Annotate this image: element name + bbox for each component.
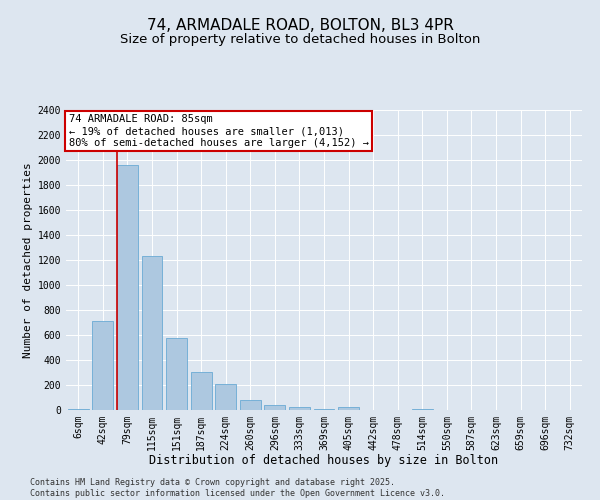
Bar — [68, 409, 89, 410]
Bar — [215, 384, 236, 410]
Text: Contains HM Land Registry data © Crown copyright and database right 2025.
Contai: Contains HM Land Registry data © Crown c… — [30, 478, 445, 498]
Text: 74, ARMADALE ROAD, BOLTON, BL3 4PR: 74, ARMADALE ROAD, BOLTON, BL3 4PR — [146, 18, 454, 32]
Text: 74 ARMADALE ROAD: 85sqm
← 19% of detached houses are smaller (1,013)
80% of semi: 74 ARMADALE ROAD: 85sqm ← 19% of detache… — [68, 114, 368, 148]
Bar — [338, 407, 359, 410]
Bar — [166, 338, 187, 410]
Bar — [412, 409, 433, 410]
Bar — [142, 256, 163, 410]
Bar — [240, 400, 261, 410]
Text: Size of property relative to detached houses in Bolton: Size of property relative to detached ho… — [120, 32, 480, 46]
Bar — [92, 322, 113, 410]
Bar — [289, 406, 310, 410]
Y-axis label: Number of detached properties: Number of detached properties — [23, 162, 34, 358]
X-axis label: Distribution of detached houses by size in Bolton: Distribution of detached houses by size … — [149, 454, 499, 468]
Bar — [265, 405, 286, 410]
Bar — [191, 372, 212, 410]
Bar — [117, 165, 138, 410]
